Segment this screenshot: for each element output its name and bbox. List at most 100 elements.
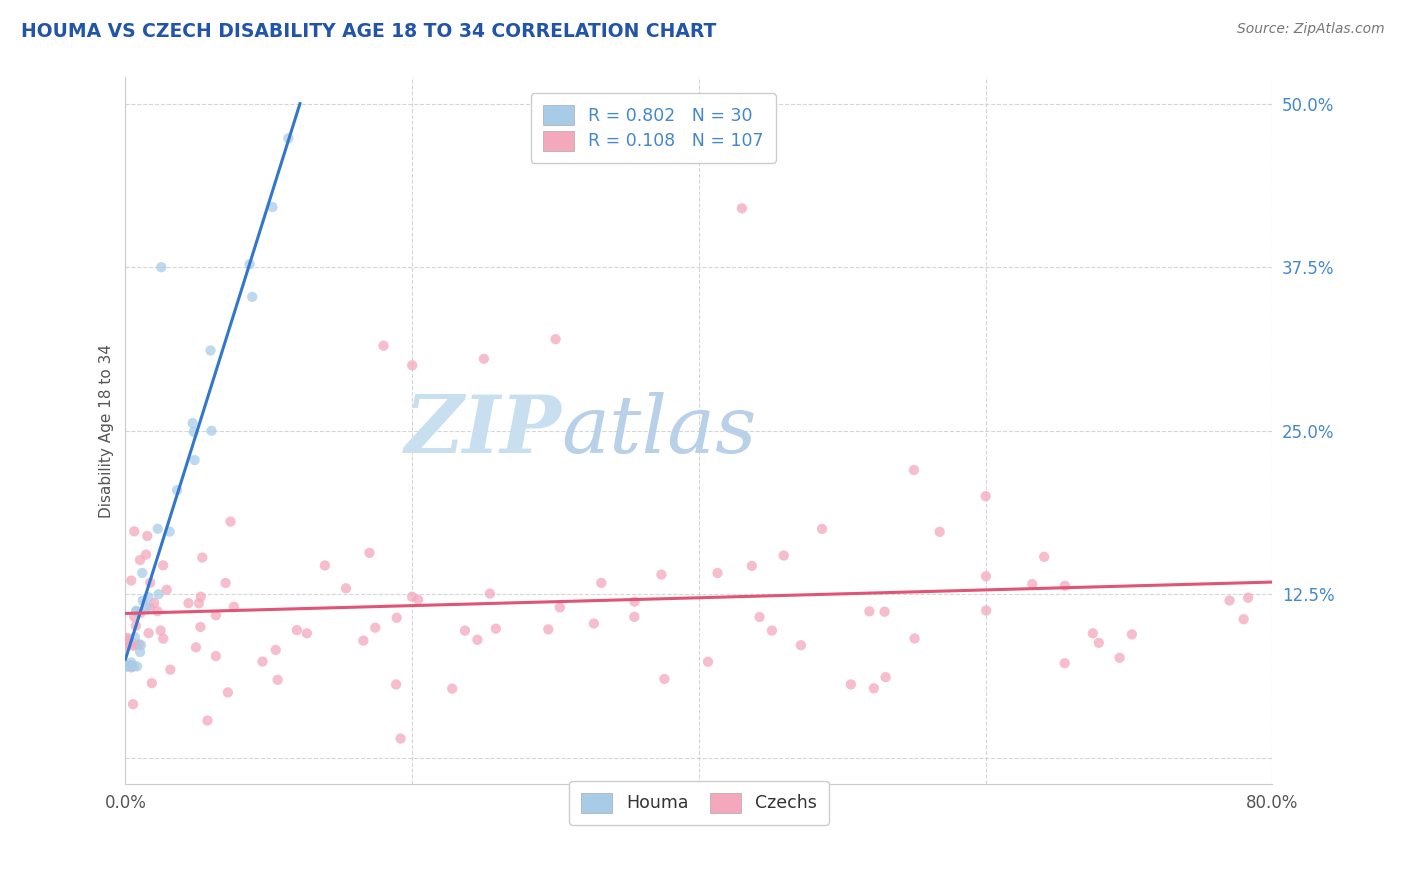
Point bbox=[183, 425, 205, 439]
Point bbox=[790, 638, 813, 652]
Point bbox=[252, 655, 274, 669]
Point bbox=[115, 637, 138, 651]
Point bbox=[761, 624, 783, 638]
Point bbox=[121, 660, 143, 674]
Point bbox=[262, 200, 284, 214]
Point bbox=[187, 596, 209, 610]
Point bbox=[537, 623, 560, 637]
Point bbox=[875, 670, 897, 684]
Point bbox=[974, 603, 997, 617]
Point bbox=[389, 731, 412, 746]
Point bbox=[131, 566, 153, 580]
Point bbox=[159, 524, 181, 539]
Point bbox=[485, 622, 508, 636]
Point bbox=[125, 638, 148, 652]
Point bbox=[219, 515, 242, 529]
Point bbox=[143, 596, 166, 610]
Point bbox=[295, 626, 318, 640]
Point bbox=[141, 676, 163, 690]
Point bbox=[748, 610, 770, 624]
Point bbox=[190, 590, 212, 604]
Point bbox=[1237, 591, 1260, 605]
Point bbox=[184, 640, 207, 655]
Point bbox=[364, 621, 387, 635]
Point bbox=[125, 604, 148, 618]
Point bbox=[129, 606, 152, 620]
Point bbox=[129, 645, 152, 659]
Point bbox=[454, 624, 477, 638]
Point bbox=[205, 608, 228, 623]
Point bbox=[441, 681, 464, 696]
Point bbox=[159, 663, 181, 677]
Point bbox=[200, 424, 222, 438]
Point bbox=[544, 332, 567, 346]
Point bbox=[285, 623, 308, 637]
Point bbox=[191, 550, 214, 565]
Point bbox=[125, 659, 148, 673]
Point bbox=[181, 416, 204, 430]
Point bbox=[1081, 626, 1104, 640]
Point bbox=[122, 659, 145, 673]
Point bbox=[217, 685, 239, 699]
Point bbox=[122, 524, 145, 539]
Point bbox=[132, 593, 155, 607]
Point bbox=[1218, 593, 1240, 607]
Point bbox=[125, 619, 148, 633]
Point bbox=[903, 632, 925, 646]
Text: HOUMA VS CZECH DISABILITY AGE 18 TO 34 CORRELATION CHART: HOUMA VS CZECH DISABILITY AGE 18 TO 34 C… bbox=[21, 22, 717, 41]
Point bbox=[204, 649, 226, 664]
Point bbox=[974, 489, 997, 503]
Point bbox=[385, 611, 408, 625]
Text: atlas: atlas bbox=[561, 392, 756, 469]
Point bbox=[1233, 612, 1256, 626]
Point bbox=[373, 339, 395, 353]
Point bbox=[146, 522, 169, 536]
Point bbox=[115, 631, 138, 645]
Point bbox=[239, 257, 262, 271]
Point bbox=[472, 351, 495, 366]
Point bbox=[129, 553, 152, 567]
Point bbox=[122, 698, 145, 712]
Point bbox=[121, 659, 143, 673]
Point bbox=[401, 359, 423, 373]
Point bbox=[1121, 627, 1143, 641]
Point bbox=[863, 681, 886, 696]
Point bbox=[152, 558, 174, 573]
Point bbox=[138, 626, 160, 640]
Point bbox=[582, 616, 605, 631]
Y-axis label: Disability Age 18 to 34: Disability Age 18 to 34 bbox=[100, 343, 114, 517]
Point bbox=[197, 714, 219, 728]
Point bbox=[623, 594, 645, 608]
Point bbox=[125, 604, 148, 618]
Point bbox=[122, 639, 145, 653]
Point bbox=[650, 567, 672, 582]
Point bbox=[115, 639, 138, 653]
Point bbox=[115, 659, 138, 673]
Point bbox=[1053, 657, 1076, 671]
Point bbox=[928, 524, 950, 539]
Point bbox=[115, 659, 138, 673]
Point bbox=[467, 632, 489, 647]
Point bbox=[222, 599, 245, 614]
Point bbox=[264, 643, 287, 657]
Point bbox=[139, 575, 162, 590]
Point bbox=[839, 677, 862, 691]
Point bbox=[136, 590, 159, 604]
Point bbox=[118, 632, 141, 647]
Point bbox=[120, 634, 142, 648]
Point bbox=[352, 633, 374, 648]
Point bbox=[128, 637, 150, 651]
Point bbox=[156, 582, 179, 597]
Point bbox=[122, 610, 145, 624]
Point bbox=[115, 659, 138, 673]
Point bbox=[623, 610, 645, 624]
Point bbox=[401, 590, 423, 604]
Point bbox=[139, 600, 162, 615]
Point bbox=[741, 558, 763, 573]
Point bbox=[903, 463, 925, 477]
Text: ZIP: ZIP bbox=[405, 392, 561, 469]
Point bbox=[858, 604, 880, 618]
Point bbox=[121, 636, 143, 650]
Point bbox=[731, 202, 754, 216]
Point bbox=[120, 656, 142, 670]
